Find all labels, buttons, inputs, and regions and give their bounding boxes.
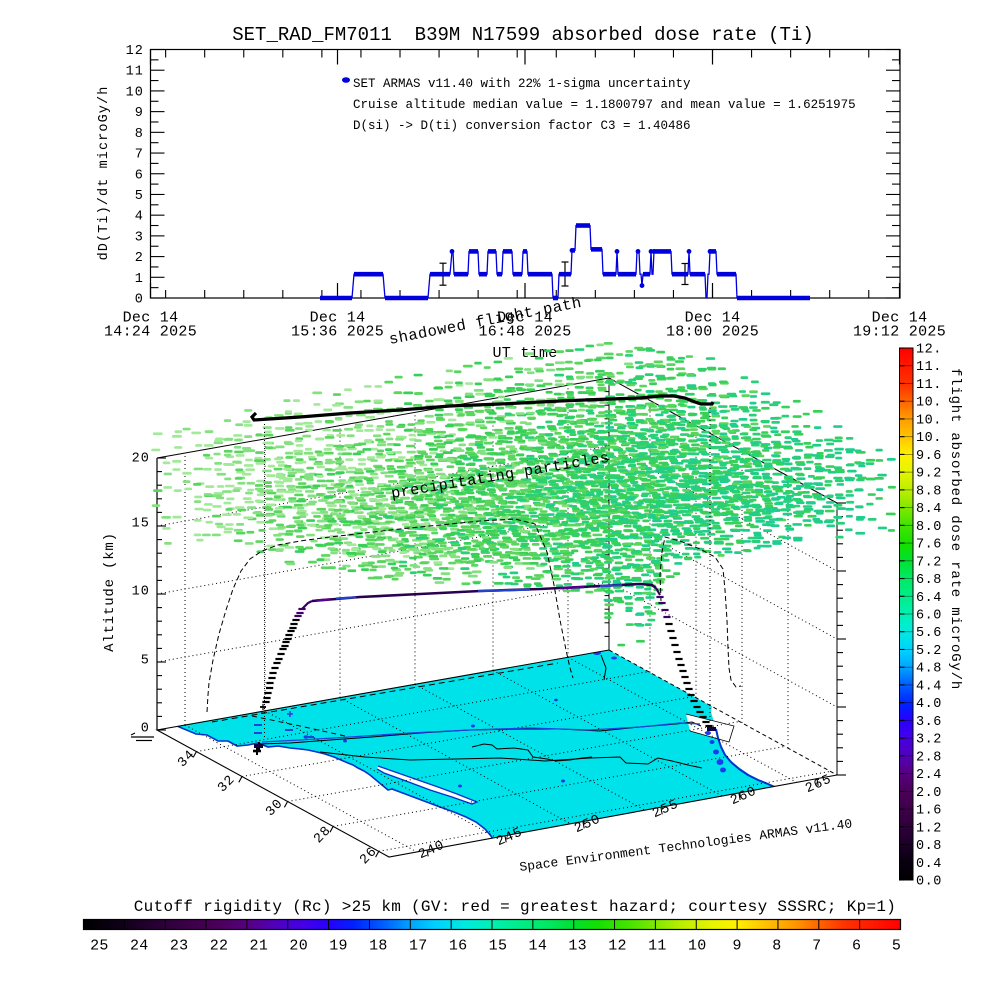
svg-text:10.: 10.	[916, 431, 942, 446]
svg-text:5.2: 5.2	[916, 644, 942, 659]
svg-text:12: 12	[126, 44, 144, 59]
svg-text:Dec 14: Dec 14	[123, 310, 179, 327]
svg-text:3.6: 3.6	[916, 715, 942, 730]
svg-text:30: 30	[263, 797, 286, 821]
svg-text:22: 22	[210, 938, 229, 955]
svg-text:21: 21	[250, 938, 269, 955]
svg-text:8.0: 8.0	[916, 520, 942, 535]
svg-text:11.: 11.	[916, 378, 942, 393]
svg-text:23: 23	[170, 938, 189, 955]
svg-text:8: 8	[772, 938, 781, 955]
svg-text:4.8: 4.8	[916, 662, 942, 677]
svg-text:20: 20	[132, 452, 150, 467]
svg-text:25: 25	[90, 938, 109, 955]
svg-text:D(si) -> D(ti) conversion fact: D(si) -> D(ti) conversion factor C3 = 1.…	[353, 119, 691, 133]
svg-text:11: 11	[126, 65, 144, 80]
svg-text:SET_RAD_FM7011 B39M N17599 ab: SET_RAD_FM7011 B39M N17599 absorbed dose…	[232, 24, 814, 46]
svg-text:2: 2	[135, 251, 144, 266]
svg-text:2.8: 2.8	[916, 750, 942, 765]
svg-text:32: 32	[215, 773, 238, 797]
svg-text:10: 10	[688, 938, 707, 955]
svg-text:Space Environment Technologies: Space Environment Technologies ARMAS v11…	[519, 816, 854, 875]
svg-text:3.2: 3.2	[916, 733, 942, 748]
svg-text:19:12 2025: 19:12 2025	[853, 324, 946, 341]
svg-text:2.0: 2.0	[916, 786, 942, 801]
svg-text:12.: 12.	[916, 343, 942, 358]
svg-text:10.: 10.	[916, 413, 942, 428]
svg-text:0.4: 0.4	[916, 857, 942, 872]
svg-text:15: 15	[132, 517, 150, 532]
svg-text:Cruise altitude median value =: Cruise altitude median value = 1.1800797…	[353, 98, 856, 112]
svg-text:16: 16	[449, 938, 468, 955]
svg-text:17: 17	[409, 938, 428, 955]
svg-text:20: 20	[289, 938, 308, 955]
svg-text:5: 5	[892, 938, 901, 955]
svg-text:14: 14	[529, 938, 548, 955]
svg-text:1: 1	[135, 272, 144, 287]
svg-text:Cutoff rigidity (Rc) >25 km (G: Cutoff rigidity (Rc) >25 km (GV: red = g…	[134, 898, 896, 916]
svg-text:28: 28	[311, 824, 334, 848]
svg-text:7.2: 7.2	[916, 555, 942, 570]
svg-text:9.2: 9.2	[916, 467, 942, 482]
svg-text:shadowed flight path: shadowed flight path	[388, 294, 584, 349]
svg-text:15:36 2025: 15:36 2025	[291, 324, 384, 341]
svg-text:9.6: 9.6	[916, 449, 942, 464]
svg-text:6.8: 6.8	[916, 573, 942, 588]
svg-text:7.6: 7.6	[916, 538, 942, 553]
svg-text:1.6: 1.6	[916, 804, 942, 819]
svg-text:8.4: 8.4	[916, 502, 942, 517]
svg-text:flight absorbed dose rate micr: flight absorbed dose rate microGy/h	[947, 368, 963, 690]
svg-text:12: 12	[608, 938, 627, 955]
svg-text:1.2: 1.2	[916, 821, 942, 836]
svg-text:6: 6	[852, 938, 861, 955]
svg-text:6: 6	[135, 168, 144, 183]
svg-text:0: 0	[141, 722, 150, 737]
svg-text:10: 10	[126, 85, 144, 100]
svg-text:Dec 14: Dec 14	[310, 310, 366, 327]
svg-text:6.4: 6.4	[916, 591, 942, 606]
svg-text:Altitude (km): Altitude (km)	[102, 532, 118, 652]
svg-text:24: 24	[130, 938, 149, 955]
svg-text:14:24 2025: 14:24 2025	[104, 324, 197, 341]
svg-text:Dec 14: Dec 14	[872, 310, 928, 327]
svg-text:dD(Ti)/dt microGy/h: dD(Ti)/dt microGy/h	[97, 86, 112, 261]
svg-text:11: 11	[648, 938, 667, 955]
svg-text:19: 19	[329, 938, 348, 955]
svg-text:9: 9	[732, 938, 741, 955]
svg-text:0.0: 0.0	[916, 875, 942, 890]
svg-text:Dec 14: Dec 14	[497, 310, 553, 327]
svg-text:0.8: 0.8	[916, 839, 942, 854]
svg-text:10: 10	[132, 585, 150, 600]
svg-text:13: 13	[568, 938, 587, 955]
svg-text:SET ARMAS v11.40 with 22% 1-si: SET ARMAS v11.40 with 22% 1-sigma uncert…	[353, 77, 691, 91]
svg-text:4.4: 4.4	[916, 679, 942, 694]
svg-text:7: 7	[135, 148, 144, 163]
svg-text:6.0: 6.0	[916, 609, 942, 624]
svg-text:10.: 10.	[916, 396, 942, 411]
svg-text:5: 5	[135, 189, 144, 204]
svg-text:11.: 11.	[916, 360, 942, 375]
svg-text:4.0: 4.0	[916, 697, 942, 712]
svg-text:16:48 2025: 16:48 2025	[478, 324, 571, 341]
svg-text:18: 18	[369, 938, 388, 955]
svg-text:Dec 14: Dec 14	[685, 310, 741, 327]
svg-text:0: 0	[135, 293, 144, 308]
svg-text:18:00 2025: 18:00 2025	[666, 324, 759, 341]
svg-text:8.8: 8.8	[916, 484, 942, 499]
svg-text:3: 3	[135, 230, 144, 245]
svg-text:4: 4	[135, 210, 144, 225]
svg-text:5.6: 5.6	[916, 626, 942, 641]
svg-text:15: 15	[489, 938, 508, 955]
svg-text:8: 8	[135, 127, 144, 142]
svg-text:2.4: 2.4	[916, 768, 942, 783]
svg-text:7: 7	[812, 938, 821, 955]
svg-text:9: 9	[135, 106, 144, 121]
svg-text:5: 5	[141, 654, 150, 669]
